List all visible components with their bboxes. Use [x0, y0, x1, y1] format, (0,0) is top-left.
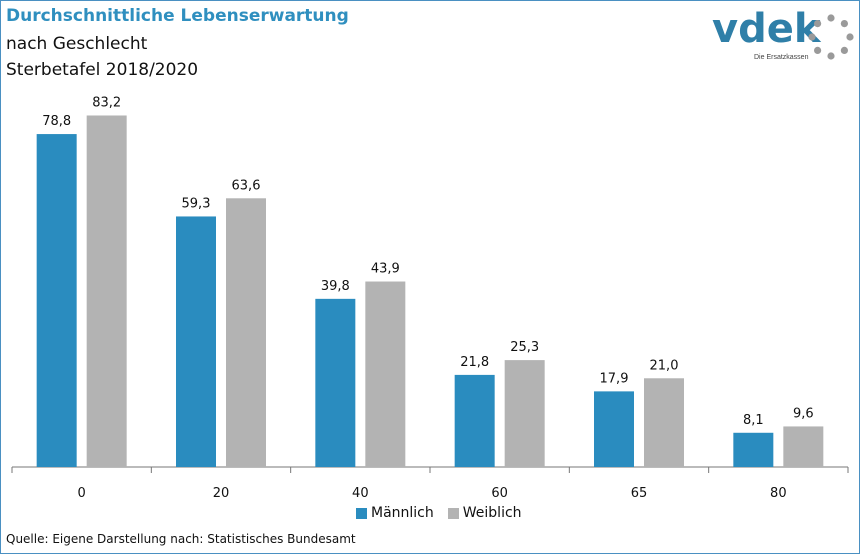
legend-swatch-female — [447, 507, 459, 519]
x-tick-label: 40 — [352, 486, 369, 501]
chart-legend: Männlich Weiblich — [356, 505, 522, 521]
bar-male — [594, 391, 634, 467]
data-label-male: 17,9 — [600, 371, 629, 386]
x-tick-label: 0 — [78, 486, 86, 501]
x-tick-label: 65 — [631, 486, 648, 501]
data-label-female: 25,3 — [510, 340, 539, 355]
bar-female — [644, 378, 684, 467]
data-label-female: 83,2 — [92, 95, 121, 110]
legend-item-female: Weiblich — [447, 505, 522, 521]
data-label-male: 8,1 — [743, 413, 764, 428]
data-label-female: 21,0 — [650, 358, 679, 373]
x-tick-label: 60 — [491, 486, 508, 501]
data-label-female: 9,6 — [793, 406, 814, 421]
source-note: Quelle: Eigene Darstellung nach: Statist… — [6, 532, 356, 546]
x-tick-label: 80 — [770, 486, 787, 501]
data-label-male: 78,8 — [42, 114, 71, 129]
bar-male — [454, 374, 495, 467]
logo-wordmark: vdek — [712, 6, 821, 52]
data-label-female: 63,6 — [232, 178, 261, 193]
data-label-female: 43,9 — [371, 262, 400, 277]
bar-female — [226, 198, 266, 468]
data-label-male: 21,8 — [460, 355, 489, 370]
chart-subtitle-line1: nach Geschlecht — [6, 34, 148, 54]
logo-ring-icon — [808, 14, 854, 60]
legend-swatch-male — [356, 507, 367, 519]
data-label-male: 39,8 — [321, 279, 350, 294]
chart-title: Durchschnittliche Lebenserwartung — [6, 6, 349, 26]
legend-label-female: Weiblich — [462, 505, 522, 521]
bar-male — [733, 432, 774, 467]
chart-subtitle-line2: Sterbetafel 2018/2020 — [6, 60, 199, 80]
data-label-male: 59,3 — [182, 196, 211, 211]
bar-female — [783, 426, 824, 467]
legend-label-male: Männlich — [371, 505, 434, 521]
logo-tagline: Die Ersatzkassen — [754, 54, 809, 61]
bar-male — [176, 216, 216, 467]
bar-male — [315, 298, 356, 467]
vdek-logo: vdek Die Ersatzkassen — [712, 6, 858, 66]
bar-female — [365, 281, 406, 467]
x-tick-label: 20 — [213, 486, 230, 501]
bar-female — [504, 360, 545, 467]
bar-female — [86, 115, 127, 467]
legend-item-male: Männlich — [356, 505, 434, 521]
bar-male — [36, 134, 77, 467]
